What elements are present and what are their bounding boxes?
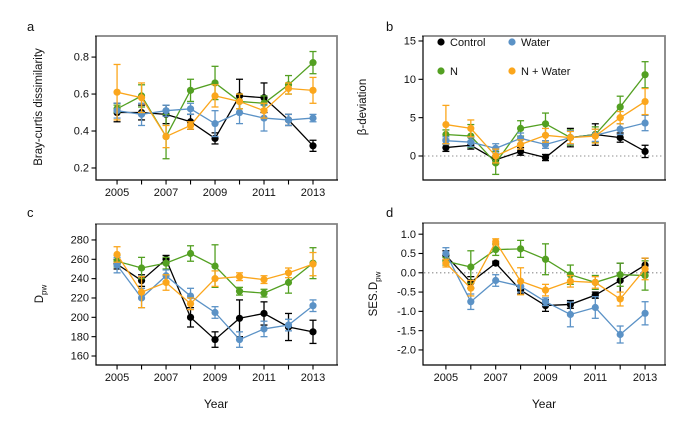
panel-d-letter: d <box>386 205 394 220</box>
svg-text:15: 15 <box>404 36 416 48</box>
svg-text:2007: 2007 <box>154 187 178 199</box>
panel-b-plot: 0 5 10 15 Control Water N N + Water <box>404 35 666 181</box>
panel-a-ylabel: Bray-curtis dissimilarity <box>33 48 45 166</box>
svg-text:Water: Water <box>521 37 550 49</box>
svg-text:2013: 2013 <box>301 372 325 384</box>
svg-text:0.8: 0.8 <box>74 52 89 64</box>
svg-text:0: 0 <box>410 151 416 163</box>
svg-text:2005: 2005 <box>434 372 458 384</box>
svg-text:2011: 2011 <box>252 187 276 199</box>
svg-text:200: 200 <box>71 312 89 324</box>
svg-text:N + Water: N + Water <box>521 66 571 78</box>
svg-text:0.2: 0.2 <box>74 163 89 175</box>
svg-text:2009: 2009 <box>203 372 227 384</box>
svg-text:0.4: 0.4 <box>74 126 89 138</box>
svg-text:2005: 2005 <box>105 372 129 384</box>
svg-text:2007: 2007 <box>154 372 178 384</box>
svg-text:2013: 2013 <box>633 372 657 384</box>
svg-text:240: 240 <box>71 273 89 285</box>
svg-text:1.0: 1.0 <box>401 229 416 241</box>
svg-text:0.5: 0.5 <box>401 248 416 260</box>
svg-text:180: 180 <box>71 331 89 343</box>
svg-text:Control: Control <box>450 37 485 49</box>
panel-a-letter: a <box>27 19 35 34</box>
svg-text:2013: 2013 <box>301 187 325 199</box>
svg-text:2009: 2009 <box>203 187 227 199</box>
svg-text:280: 280 <box>71 235 89 247</box>
panel-b-letter: b <box>386 19 394 34</box>
svg-text:2011: 2011 <box>252 372 276 384</box>
svg-text:10: 10 <box>404 74 416 86</box>
panel-d-ylabel: SES.Dpw <box>368 271 383 317</box>
xlabel-year-left: Year <box>203 397 229 411</box>
panel-a-plot: 0.2 0.4 0.6 0.8 2005 2007 2009 2011 2013 <box>74 35 338 199</box>
svg-text:2009: 2009 <box>533 372 557 384</box>
panel-d-plot: -2.0 -1.5 -1.0 -0.5 0.0 0.5 1.0 2005 2007 2009 201… <box>397 222 666 384</box>
svg-text:2011: 2011 <box>583 372 607 384</box>
svg-text:260: 260 <box>71 254 89 266</box>
svg-text:160: 160 <box>71 351 89 363</box>
svg-text:-1.5: -1.5 <box>397 325 416 337</box>
panel-c-plot: 160 180 200 220 240 260 280 2005 2007 2009 2011 201… <box>71 223 338 384</box>
svg-text:2005: 2005 <box>105 187 129 199</box>
svg-text:0.0: 0.0 <box>401 267 416 279</box>
panel-c-ylabel: Dpw <box>34 284 49 304</box>
svg-text:-1.0: -1.0 <box>397 306 416 318</box>
svg-text:0.6: 0.6 <box>74 89 89 101</box>
svg-text:-2.0: -2.0 <box>397 345 416 357</box>
svg-text:2007: 2007 <box>483 372 507 384</box>
xlabel-year-right: Year <box>531 397 557 411</box>
svg-text:-0.5: -0.5 <box>397 287 416 299</box>
svg-text:N: N <box>450 66 458 78</box>
svg-text:220: 220 <box>71 293 89 305</box>
panel-c-letter: c <box>27 205 34 220</box>
svg-text:5: 5 <box>410 112 416 124</box>
